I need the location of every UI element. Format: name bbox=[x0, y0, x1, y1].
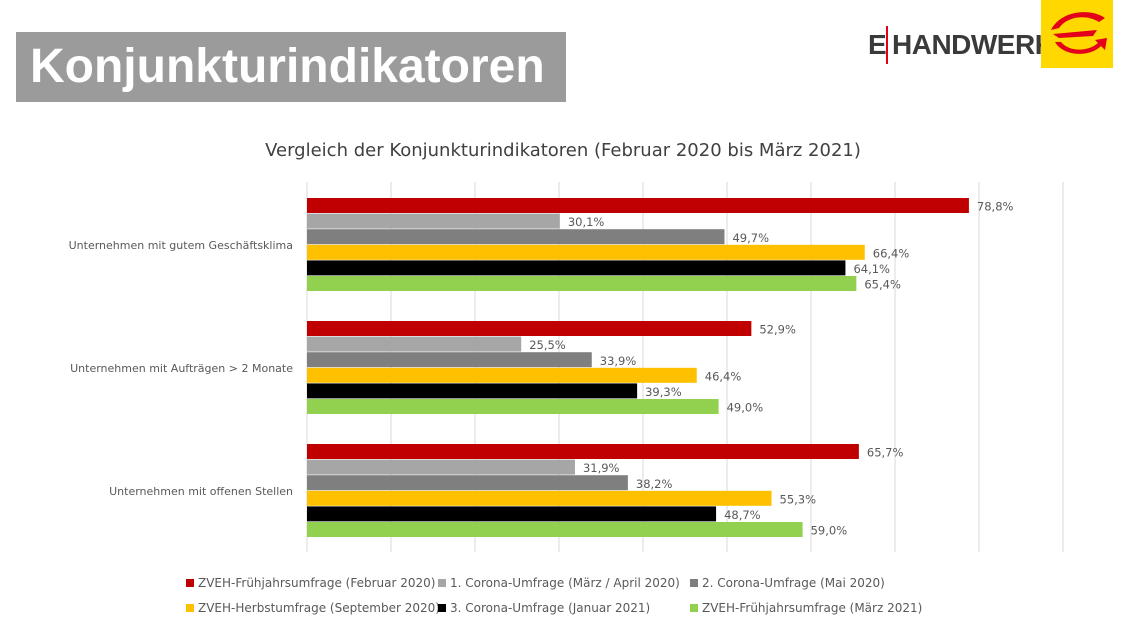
chart-legend: ZVEH-Frühjahrsumfrage (Februar 2020) 1. C… bbox=[0, 572, 1126, 632]
legend-item: ZVEH-Frühjahrsumfrage (März 2021) bbox=[690, 600, 922, 616]
legend-swatch bbox=[186, 604, 194, 612]
bar bbox=[307, 213, 560, 229]
logo-separator bbox=[886, 26, 888, 64]
data-label: 52,9% bbox=[759, 323, 796, 337]
logo-text-e: E bbox=[868, 29, 887, 60]
legend-swatch bbox=[438, 604, 446, 612]
data-label: 59,0% bbox=[811, 524, 848, 538]
data-label: 25,5% bbox=[529, 338, 566, 352]
bar bbox=[307, 260, 846, 276]
data-label: 48,7% bbox=[724, 508, 761, 522]
data-label: 49,7% bbox=[732, 231, 769, 245]
bar bbox=[307, 244, 865, 260]
legend-swatch bbox=[186, 579, 194, 587]
data-label: 38,2% bbox=[636, 477, 673, 491]
page-title: Konjunkturindikatoren bbox=[30, 40, 545, 93]
bar bbox=[307, 198, 969, 213]
data-label: 55,3% bbox=[780, 492, 817, 506]
bar bbox=[307, 399, 719, 414]
legend-item: 1. Corona-Umfrage (März / April 2020) bbox=[438, 575, 680, 591]
data-label: 33,9% bbox=[600, 354, 637, 368]
bar bbox=[307, 444, 859, 459]
legend-swatch bbox=[690, 604, 698, 612]
data-label: 39,3% bbox=[645, 385, 682, 399]
e-handwerk-swoosh-icon bbox=[1041, 0, 1113, 68]
chart-title: Vergleich der Konjunkturindikatoren (Feb… bbox=[265, 140, 861, 161]
data-label: 64,1% bbox=[853, 262, 890, 276]
bar bbox=[307, 276, 857, 291]
bar bbox=[307, 522, 803, 537]
bar bbox=[307, 321, 752, 336]
bar bbox=[307, 475, 628, 491]
data-label: 78,8% bbox=[977, 200, 1014, 214]
legend-label: ZVEH-Herbstumfrage (September 2020) bbox=[198, 601, 440, 615]
title-banner: Konjunkturindikatoren bbox=[16, 32, 566, 102]
legend-swatch bbox=[690, 579, 698, 587]
logo-text-handwerk: HANDWERK bbox=[892, 29, 1055, 60]
data-label: 46,4% bbox=[705, 369, 742, 383]
data-label: 65,4% bbox=[864, 278, 901, 292]
data-label: 30,1% bbox=[568, 215, 605, 229]
category-label: Unternehmen mit offenen Stellen bbox=[109, 485, 293, 498]
bar bbox=[307, 506, 717, 522]
bar bbox=[307, 367, 697, 383]
legend-item: ZVEH-Herbstumfrage (September 2020) bbox=[186, 600, 440, 616]
legend-item: 3. Corona-Umfrage (Januar 2021) bbox=[438, 600, 650, 616]
data-label: 66,4% bbox=[873, 246, 910, 260]
legend-label: 3. Corona-Umfrage (Januar 2021) bbox=[450, 601, 651, 615]
bar bbox=[307, 490, 772, 506]
legend-label: ZVEH-Frühjahrsumfrage (Februar 2020) bbox=[198, 576, 436, 590]
legend-label: 1. Corona-Umfrage (März / April 2020) bbox=[450, 576, 680, 590]
data-label: 65,7% bbox=[867, 446, 904, 460]
data-label: 49,0% bbox=[727, 401, 764, 415]
data-label: 31,9% bbox=[583, 461, 620, 475]
bar bbox=[307, 459, 575, 475]
legend-label: ZVEH-Frühjahrsumfrage (März 2021) bbox=[702, 601, 923, 615]
category-label: Unternehmen mit Aufträgen > 2 Monate bbox=[70, 362, 293, 375]
legend-item: ZVEH-Frühjahrsumfrage (Februar 2020) bbox=[186, 575, 435, 591]
bar bbox=[307, 383, 638, 399]
legend-item: 2. Corona-Umfrage (Mai 2020) bbox=[690, 575, 885, 591]
legend-swatch bbox=[438, 579, 446, 587]
bar bbox=[307, 229, 725, 245]
bar bbox=[307, 352, 592, 368]
category-label: Unternehmen mit gutem Geschäftsklima bbox=[69, 239, 293, 252]
bar bbox=[307, 336, 522, 352]
legend-label: 2. Corona-Umfrage (Mai 2020) bbox=[702, 576, 885, 590]
